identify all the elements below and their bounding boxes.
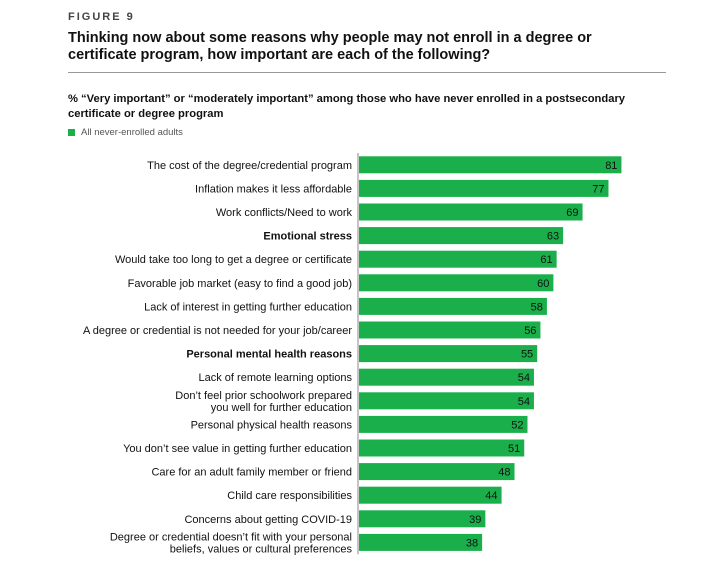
- category-label: Personal physical health reasons: [191, 419, 353, 431]
- bar: [359, 392, 534, 410]
- data-label: 56: [524, 325, 536, 337]
- category-label: Lack of interest in getting further educ…: [144, 301, 352, 313]
- category-label: Don’t feel prior schoolwork prepared you …: [175, 390, 352, 414]
- bar: [359, 463, 515, 481]
- bar: [359, 486, 502, 504]
- category-label: A degree or credential is not needed for…: [83, 325, 352, 337]
- category-label: Care for an adult family member or frien…: [151, 467, 352, 479]
- category-label: Personal mental health reasons: [186, 349, 352, 361]
- data-label: 55: [521, 349, 533, 361]
- category-label: The cost of the degree/credential progra…: [147, 160, 352, 172]
- data-label: 77: [592, 183, 604, 195]
- bar: [359, 439, 525, 457]
- category-label: You don’t see value in getting further e…: [123, 443, 352, 455]
- bar: [359, 250, 557, 268]
- category-label: Would take too long to get a degree or c…: [115, 254, 352, 266]
- bar: [359, 297, 547, 315]
- legend-swatch: [68, 129, 75, 136]
- category-label: Emotional stress: [263, 231, 352, 243]
- legend-label: All never-enrolled adults: [81, 127, 183, 138]
- category-label: Inflation makes it less affordable: [195, 183, 352, 195]
- data-label: 63: [547, 231, 559, 243]
- data-label: 54: [518, 372, 530, 384]
- bar: [359, 368, 534, 386]
- bar: [359, 179, 609, 197]
- chart-subtitle: % “Very important” or “moderately import…: [68, 93, 626, 120]
- category-label: Work conflicts/Need to work: [216, 207, 353, 219]
- data-label: 52: [511, 419, 523, 431]
- bar: [359, 203, 583, 221]
- category-label: Lack of remote learning options: [199, 372, 353, 384]
- bar: [359, 345, 538, 363]
- data-label: 48: [498, 467, 510, 479]
- title-divider: [68, 72, 666, 73]
- chart-title: Thinking now about some reasons why peop…: [68, 30, 592, 63]
- bar: [359, 415, 528, 433]
- category-label: Favorable job market (easy to find a goo…: [128, 278, 352, 290]
- data-label: 39: [469, 514, 481, 526]
- data-label: 51: [508, 443, 520, 455]
- legend: All never-enrolled adults: [68, 127, 183, 138]
- bar: [359, 156, 622, 174]
- data-label: 60: [537, 278, 549, 290]
- bar: [359, 321, 541, 339]
- figure-label: FIGURE 9: [68, 11, 135, 23]
- bar: [359, 533, 483, 551]
- data-label: 61: [540, 254, 552, 266]
- data-label: 69: [566, 207, 578, 219]
- bar: [359, 274, 554, 292]
- bar: [359, 510, 486, 528]
- data-label: 44: [485, 490, 497, 502]
- bar: [359, 227, 564, 245]
- data-label: 54: [518, 396, 530, 408]
- data-label: 81: [605, 160, 617, 172]
- data-label: 38: [466, 537, 478, 549]
- category-label: Child care responsibilities: [227, 490, 352, 502]
- category-label: Degree or credential doesn’t fit with yo…: [110, 531, 353, 555]
- category-label: Concerns about getting COVID-19: [184, 514, 352, 526]
- data-label: 58: [531, 301, 543, 313]
